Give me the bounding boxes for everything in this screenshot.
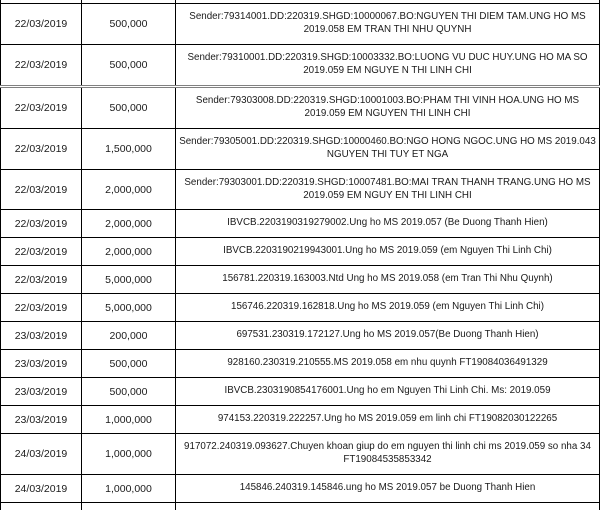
amount-cell: 500,000 [82,4,176,44]
table-row: 22/03/2019 1,500,000 Sender:79305001.DD:… [0,128,600,170]
description-cell: Sender:79303008.DD:220319.SHGD:10001003.… [176,87,600,128]
date-cell: 22/03/2019 [0,4,82,44]
date-cell [0,0,82,3]
date-cell: 22/03/2019 [0,44,82,85]
amount-cell: 500,000 [82,44,176,85]
table-row: 23/03/2019 200,000 697531.230319.172127.… [0,322,600,351]
amount-cell [82,503,176,510]
description-cell: 917072.240319.093627.Chuyen khoan giup d… [176,434,600,475]
date-cell: 22/03/2019 [0,294,82,322]
date-cell: 22/03/2019 [0,210,82,238]
table-row: 23/03/2019 500,000 IBVCB.230319085417600… [0,378,600,407]
description-cell [176,503,600,510]
date-cell: 24/03/2019 [0,434,82,475]
description-cell: 145846.240319.145846.ung ho MS 2019.057 … [176,475,600,503]
description-cell: 156746.220319.162818.Ung ho MS 2019.059 … [176,294,600,322]
table-row: 22/03/2019 500,000 Sender:79303008.DD:22… [0,87,600,129]
date-cell: 23/03/2019 [0,378,82,406]
description-cell: IBVCB.2303190854176001.Ung ho em Nguyen … [176,378,600,406]
amount-cell: 200,000 [82,322,176,350]
table-row: 22/03/2019 5,000,000 156746.220319.16281… [0,294,600,323]
amount-cell: 5,000,000 [82,266,176,294]
table-row: 22/03/2019 2,000,000 Sender:79303001.DD:… [0,169,600,211]
amount-cell: 1,000,000 [82,406,176,434]
description-cell: IBVCB.2203190319279002.Ung ho MS 2019.05… [176,210,600,238]
description-cell [176,0,600,3]
date-cell: 22/03/2019 [0,266,82,294]
date-cell: 22/03/2019 [0,238,82,266]
description-cell: 697531.230319.172127.Ung ho MS 2019.057(… [176,322,600,350]
amount-cell: 1,000,000 [82,434,176,475]
amount-cell: 500,000 [82,350,176,378]
amount-cell: 500,000 [82,87,176,128]
description-cell: Sender:79310001.DD:220319.SHGD:10003332.… [176,44,600,85]
table-row: 22/03/2019 500,000 Sender:79310001.DD:22… [0,44,600,88]
amount-cell: 5,000,000 [82,294,176,322]
amount-cell: 1,000,000 [82,475,176,503]
table-row: 24/03/2019 1,000,000 917072.240319.09362… [0,434,600,476]
date-cell: 23/03/2019 [0,322,82,350]
table-row: 22/03/2019 2,000,000 IBVCB.2203190319279… [0,210,600,239]
description-cell: 156781.220319.163003.Ntd Ung ho MS 2019.… [176,266,600,294]
table-row: 23/03/2019 500,000 928160.230319.210555.… [0,350,600,379]
table-row: 22/03/2019 2,000,000 IBVCB.2203190219943… [0,238,600,267]
date-cell: 22/03/2019 [0,128,82,169]
table-row: 22/03/2019 500,000 Sender:79314001.DD:22… [0,4,600,45]
table-row: 24/03/2019 1,000,000 145846.240319.14584… [0,475,600,504]
date-cell [0,503,82,510]
description-cell: 974153.220319.222257.Ung ho MS 2019.059 … [176,406,600,434]
description-cell: 928160.230319.210555.MS 2019.058 em nhu … [176,350,600,378]
date-cell: 22/03/2019 [0,169,82,210]
amount-cell: 2,000,000 [82,238,176,266]
amount-cell: 2,000,000 [82,169,176,210]
description-cell: Sender:79305001.DD:220319.SHGD:10000460.… [176,128,600,169]
date-cell: 24/03/2019 [0,475,82,503]
amount-cell [82,0,176,3]
date-cell: 23/03/2019 [0,350,82,378]
partial-row-bottom [0,503,600,510]
amount-cell: 2,000,000 [82,210,176,238]
date-cell: 22/03/2019 [0,87,82,128]
description-cell: Sender:79303001.DD:220319.SHGD:10007481.… [176,169,600,210]
description-cell: IBVCB.2203190219943001.Ung ho MS 2019.05… [176,238,600,266]
table-row: 22/03/2019 5,000,000 156781.220319.16300… [0,266,600,295]
table-body: 22/03/2019 500,000 Sender:79314001.DD:22… [0,4,600,504]
amount-cell: 1,500,000 [82,128,176,169]
description-cell: Sender:79314001.DD:220319.SHGD:10000067.… [176,4,600,44]
table-row: 23/03/2019 1,000,000 974153.220319.22225… [0,406,600,435]
amount-cell: 500,000 [82,378,176,406]
date-cell: 23/03/2019 [0,406,82,434]
